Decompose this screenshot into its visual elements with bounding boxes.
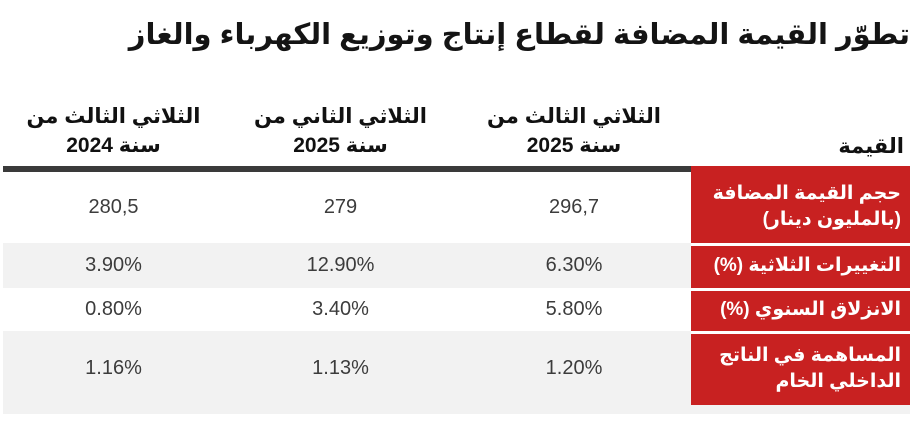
table-row-gdp-contribution: المساهمة في الناتج الداخلي الخام 1.20% 1… bbox=[3, 331, 910, 405]
table-row-added-value: حجم القيمة المضافة (بالمليون دينار) 296,… bbox=[3, 172, 910, 243]
period-line1: الثلاثي الثالث من bbox=[487, 104, 661, 128]
cell-gdp-contribution-q3-2024: 1.16% bbox=[85, 356, 142, 379]
column-header-value-label: القيمة bbox=[838, 135, 904, 158]
cell-added-value-q3-2024: 280,5 bbox=[88, 196, 139, 218]
row-label-line2: الداخلي الخام bbox=[775, 370, 902, 392]
period-line1: الثلاثي الثالث من bbox=[26, 104, 201, 128]
table-row-quarterly-changes: التغييرات الثلاثية (%) 6.30% 12.90% 3.90… bbox=[3, 243, 910, 288]
infographic-table: تطوّر القيمة المضافة لقطاع إنتاج وتوزيع … bbox=[0, 10, 915, 424]
cell-quarterly-changes-q3-2025: 6.30% bbox=[545, 254, 603, 276]
cell-gdp-contribution-q3-2025: 1.20% bbox=[545, 356, 603, 379]
bottom-strip bbox=[3, 405, 910, 414]
header-separator bbox=[3, 166, 910, 172]
cell-added-value-q3-2025: 296,7 bbox=[548, 196, 600, 218]
row-label-added-value: حجم القيمة المضافة (بالمليون دينار) bbox=[691, 172, 910, 243]
row-label-line1: التغييرات الثلاثية (%) bbox=[713, 255, 901, 276]
period-line2: سنة 2024 bbox=[66, 133, 161, 157]
cell-annual-slide-q3-2024: 0.80% bbox=[85, 298, 142, 320]
page-title: تطوّر القيمة المضافة لقطاع إنتاج وتوزيع … bbox=[128, 19, 910, 51]
header-separator-red-segment bbox=[691, 166, 910, 172]
cell-annual-slide-q2-2025: 3.40% bbox=[312, 298, 369, 320]
row-label-line1: حجم القيمة المضافة bbox=[712, 182, 901, 204]
cell-added-value-q2-2025: 279 bbox=[323, 196, 358, 218]
row-label-line2: (بالمليون دينار) bbox=[762, 208, 901, 230]
cell-gdp-contribution-q2-2025: 1.13% bbox=[312, 356, 369, 379]
row-label-line1: المساهمة في الناتج bbox=[719, 344, 901, 366]
period-line2: سنة 2025 bbox=[293, 133, 388, 157]
cell-quarterly-changes-q3-2024: 3.90% bbox=[85, 254, 142, 276]
period-line2: سنة 2025 bbox=[526, 133, 622, 157]
column-header-q3-2024: الثلاثي الثالث من سنة 2024 bbox=[3, 95, 224, 166]
row-label-quarterly-changes: التغييرات الثلاثية (%) bbox=[691, 243, 910, 288]
row-label-line1: الانزلاق السنوي (%) bbox=[720, 299, 901, 320]
row-label-gdp-contribution: المساهمة في الناتج الداخلي الخام bbox=[691, 331, 910, 405]
cell-annual-slide-q3-2025: 5.80% bbox=[545, 298, 603, 320]
cell-quarterly-changes-q2-2025: 12.90% bbox=[306, 254, 375, 276]
header-separator-dark-segment bbox=[3, 166, 691, 172]
column-header-q2-2025: الثلاثي الثاني من سنة 2025 bbox=[224, 95, 457, 166]
column-header-value: القيمة bbox=[691, 95, 910, 166]
table-row-annual-slide: الانزلاق السنوي (%) 5.80% 3.40% 0.80% bbox=[3, 288, 910, 331]
period-line1: الثلاثي الثاني من bbox=[254, 104, 427, 128]
row-label-annual-slide: الانزلاق السنوي (%) bbox=[691, 288, 910, 331]
table-header-row: القيمة الثلاثي الثالث من سنة 2025 الثلاث… bbox=[3, 95, 910, 166]
column-header-q3-2025: الثلاثي الثالث من سنة 2025 bbox=[457, 95, 691, 166]
